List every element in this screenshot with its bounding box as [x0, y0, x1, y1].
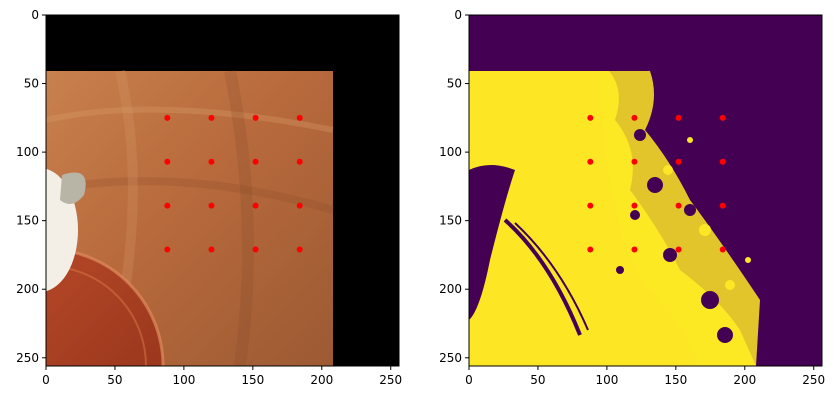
- right-axes-frame: [468, 14, 823, 367]
- right-y-tick-label: 100: [439, 145, 462, 159]
- left-point: [296, 246, 303, 253]
- right-x-tick-label: 150: [664, 373, 687, 387]
- left-point: [296, 114, 303, 121]
- right-point: [719, 202, 726, 209]
- left-image: [46, 15, 399, 366]
- right-points: [587, 114, 726, 253]
- left-point: [208, 202, 215, 209]
- right-x-tick-label: 0: [465, 373, 473, 387]
- left-y-tick-label: 250: [16, 351, 39, 365]
- left-point: [164, 114, 171, 121]
- right-y-tick-label: 250: [439, 351, 462, 365]
- left-points: [164, 114, 303, 253]
- left-x-tick-label: 150: [241, 373, 264, 387]
- mask-high-region: [469, 71, 760, 366]
- left-y-tick-label: 200: [16, 282, 39, 296]
- left-x-tick-label: 250: [379, 373, 402, 387]
- right-y-axis: 0 50 100 150 200 250: [439, 8, 469, 365]
- right-y-tick-label: 200: [439, 282, 462, 296]
- right-point: [631, 114, 638, 121]
- left-point: [296, 202, 303, 209]
- left-point: [164, 246, 171, 253]
- left-point: [252, 114, 259, 121]
- left-point: [296, 158, 303, 165]
- left-x-tick-label: 100: [172, 373, 195, 387]
- right-y-tick-label: 0: [454, 8, 462, 22]
- right-x-tick-label: 200: [733, 373, 756, 387]
- right-point: [631, 246, 638, 253]
- left-point: [208, 246, 215, 253]
- right-x-axis: 0 50 100 150 200 250: [465, 366, 825, 387]
- left-x-tick-label: 0: [42, 373, 50, 387]
- left-point: [208, 114, 215, 121]
- left-point: [164, 202, 171, 209]
- left-point: [252, 202, 259, 209]
- right-x-tick-label: 50: [530, 373, 545, 387]
- right-point: [719, 114, 726, 121]
- right-x-tick-label: 100: [595, 373, 618, 387]
- left-x-tick-label: 200: [310, 373, 333, 387]
- right-point: [587, 202, 594, 209]
- left-y-tick-label: 100: [16, 145, 39, 159]
- right-point: [719, 158, 726, 165]
- left-y-tick-label: 50: [24, 77, 39, 91]
- right-y-tick-label: 50: [447, 77, 462, 91]
- mask-low-region: [469, 129, 733, 343]
- right-point: [587, 114, 594, 121]
- right-point: [587, 158, 594, 165]
- right-point: [631, 158, 638, 165]
- right-x-tick-label: 250: [802, 373, 825, 387]
- wood-photo: [46, 69, 335, 366]
- left-y-axis: 0 50 100 150 200 250: [16, 8, 46, 365]
- right-point: [675, 158, 682, 165]
- right-point: [675, 246, 682, 253]
- right-point: [719, 246, 726, 253]
- left-panel: 0 50 100 150 200 250 0 50 100 150 200 250: [16, 8, 402, 387]
- left-y-tick-label: 0: [31, 8, 39, 22]
- right-y-tick-label: 150: [439, 214, 462, 228]
- left-x-axis: 0 50 100 150 200 250: [42, 366, 402, 387]
- left-point: [164, 158, 171, 165]
- left-point: [252, 246, 259, 253]
- right-image: [469, 15, 822, 366]
- right-point: [675, 202, 682, 209]
- right-point: [587, 246, 594, 253]
- right-point: [675, 114, 682, 121]
- left-y-tick-label: 150: [16, 214, 39, 228]
- right-panel: 0 50 100 150 200 250 0 50 100 150 200 250: [439, 8, 825, 387]
- left-point: [252, 158, 259, 165]
- left-point: [208, 158, 215, 165]
- left-x-tick-label: 50: [107, 373, 122, 387]
- right-point: [631, 202, 638, 209]
- left-axes-frame: [45, 14, 400, 367]
